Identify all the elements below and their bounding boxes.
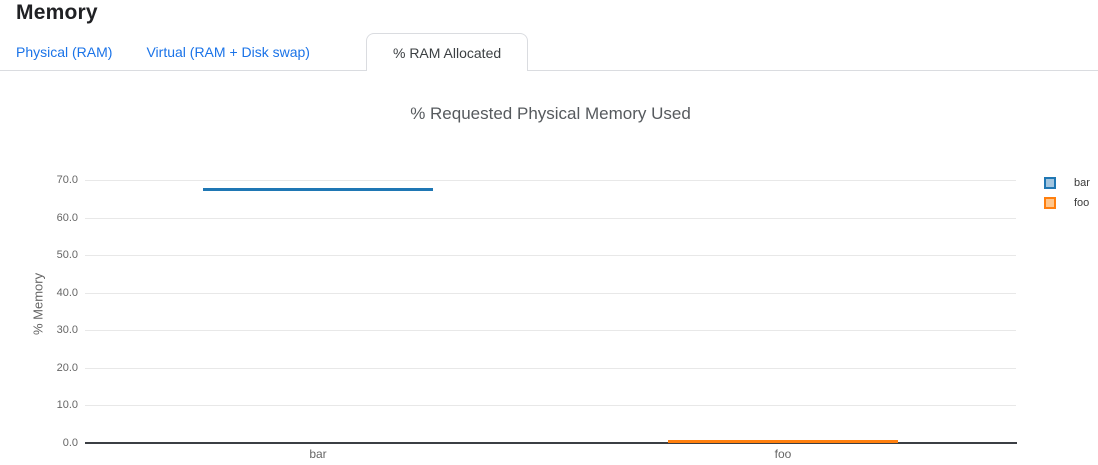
- y-tick-label: 60.0: [56, 212, 78, 224]
- page-title: Memory: [16, 1, 98, 24]
- x-tick-label: foo: [774, 447, 792, 461]
- y-tick-label: 40.0: [56, 287, 78, 299]
- gridline: [85, 293, 1016, 294]
- tab-physical-ram[interactable]: Physical (RAM): [16, 43, 113, 60]
- legend-item-foo[interactable]: foo: [1044, 193, 1090, 213]
- gridline: [85, 368, 1016, 369]
- tab-percent-ram-allocated[interactable]: % RAM Allocated: [365, 33, 529, 71]
- x-axis-line: [85, 442, 1017, 444]
- y-tick-label: 70.0: [56, 174, 78, 186]
- foo-legend-swatch: [1044, 197, 1056, 209]
- chart-legend: bar foo: [1044, 173, 1090, 213]
- y-tick-label: 50.0: [56, 249, 78, 261]
- gridline: [85, 218, 1016, 219]
- foo-series-segment: [668, 440, 898, 443]
- y-tick-label: 0.0: [62, 437, 78, 449]
- gridline: [85, 180, 1016, 181]
- y-tick-label: 30.0: [56, 324, 78, 336]
- y-tick-label: 10.0: [56, 399, 78, 411]
- tab-virtual-ram-disk-swap[interactable]: Virtual (RAM + Disk swap): [146, 43, 310, 60]
- legend-label: foo: [1074, 197, 1090, 209]
- y-tick-label: 20.0: [56, 362, 78, 374]
- gridline: [85, 255, 1016, 256]
- tab-bar: Physical (RAM) Virtual (RAM + Disk swap)%…: [0, 33, 1098, 71]
- bar-legend-swatch: [1044, 177, 1056, 189]
- chart-title: % Requested Physical Memory Used: [410, 104, 691, 123]
- bar-series-segment: [203, 188, 433, 191]
- gridline: [85, 330, 1016, 331]
- x-tick-label: bar: [309, 447, 327, 461]
- legend-label: bar: [1074, 177, 1090, 189]
- gridline: [85, 405, 1016, 406]
- legend-item-bar[interactable]: bar: [1044, 173, 1090, 193]
